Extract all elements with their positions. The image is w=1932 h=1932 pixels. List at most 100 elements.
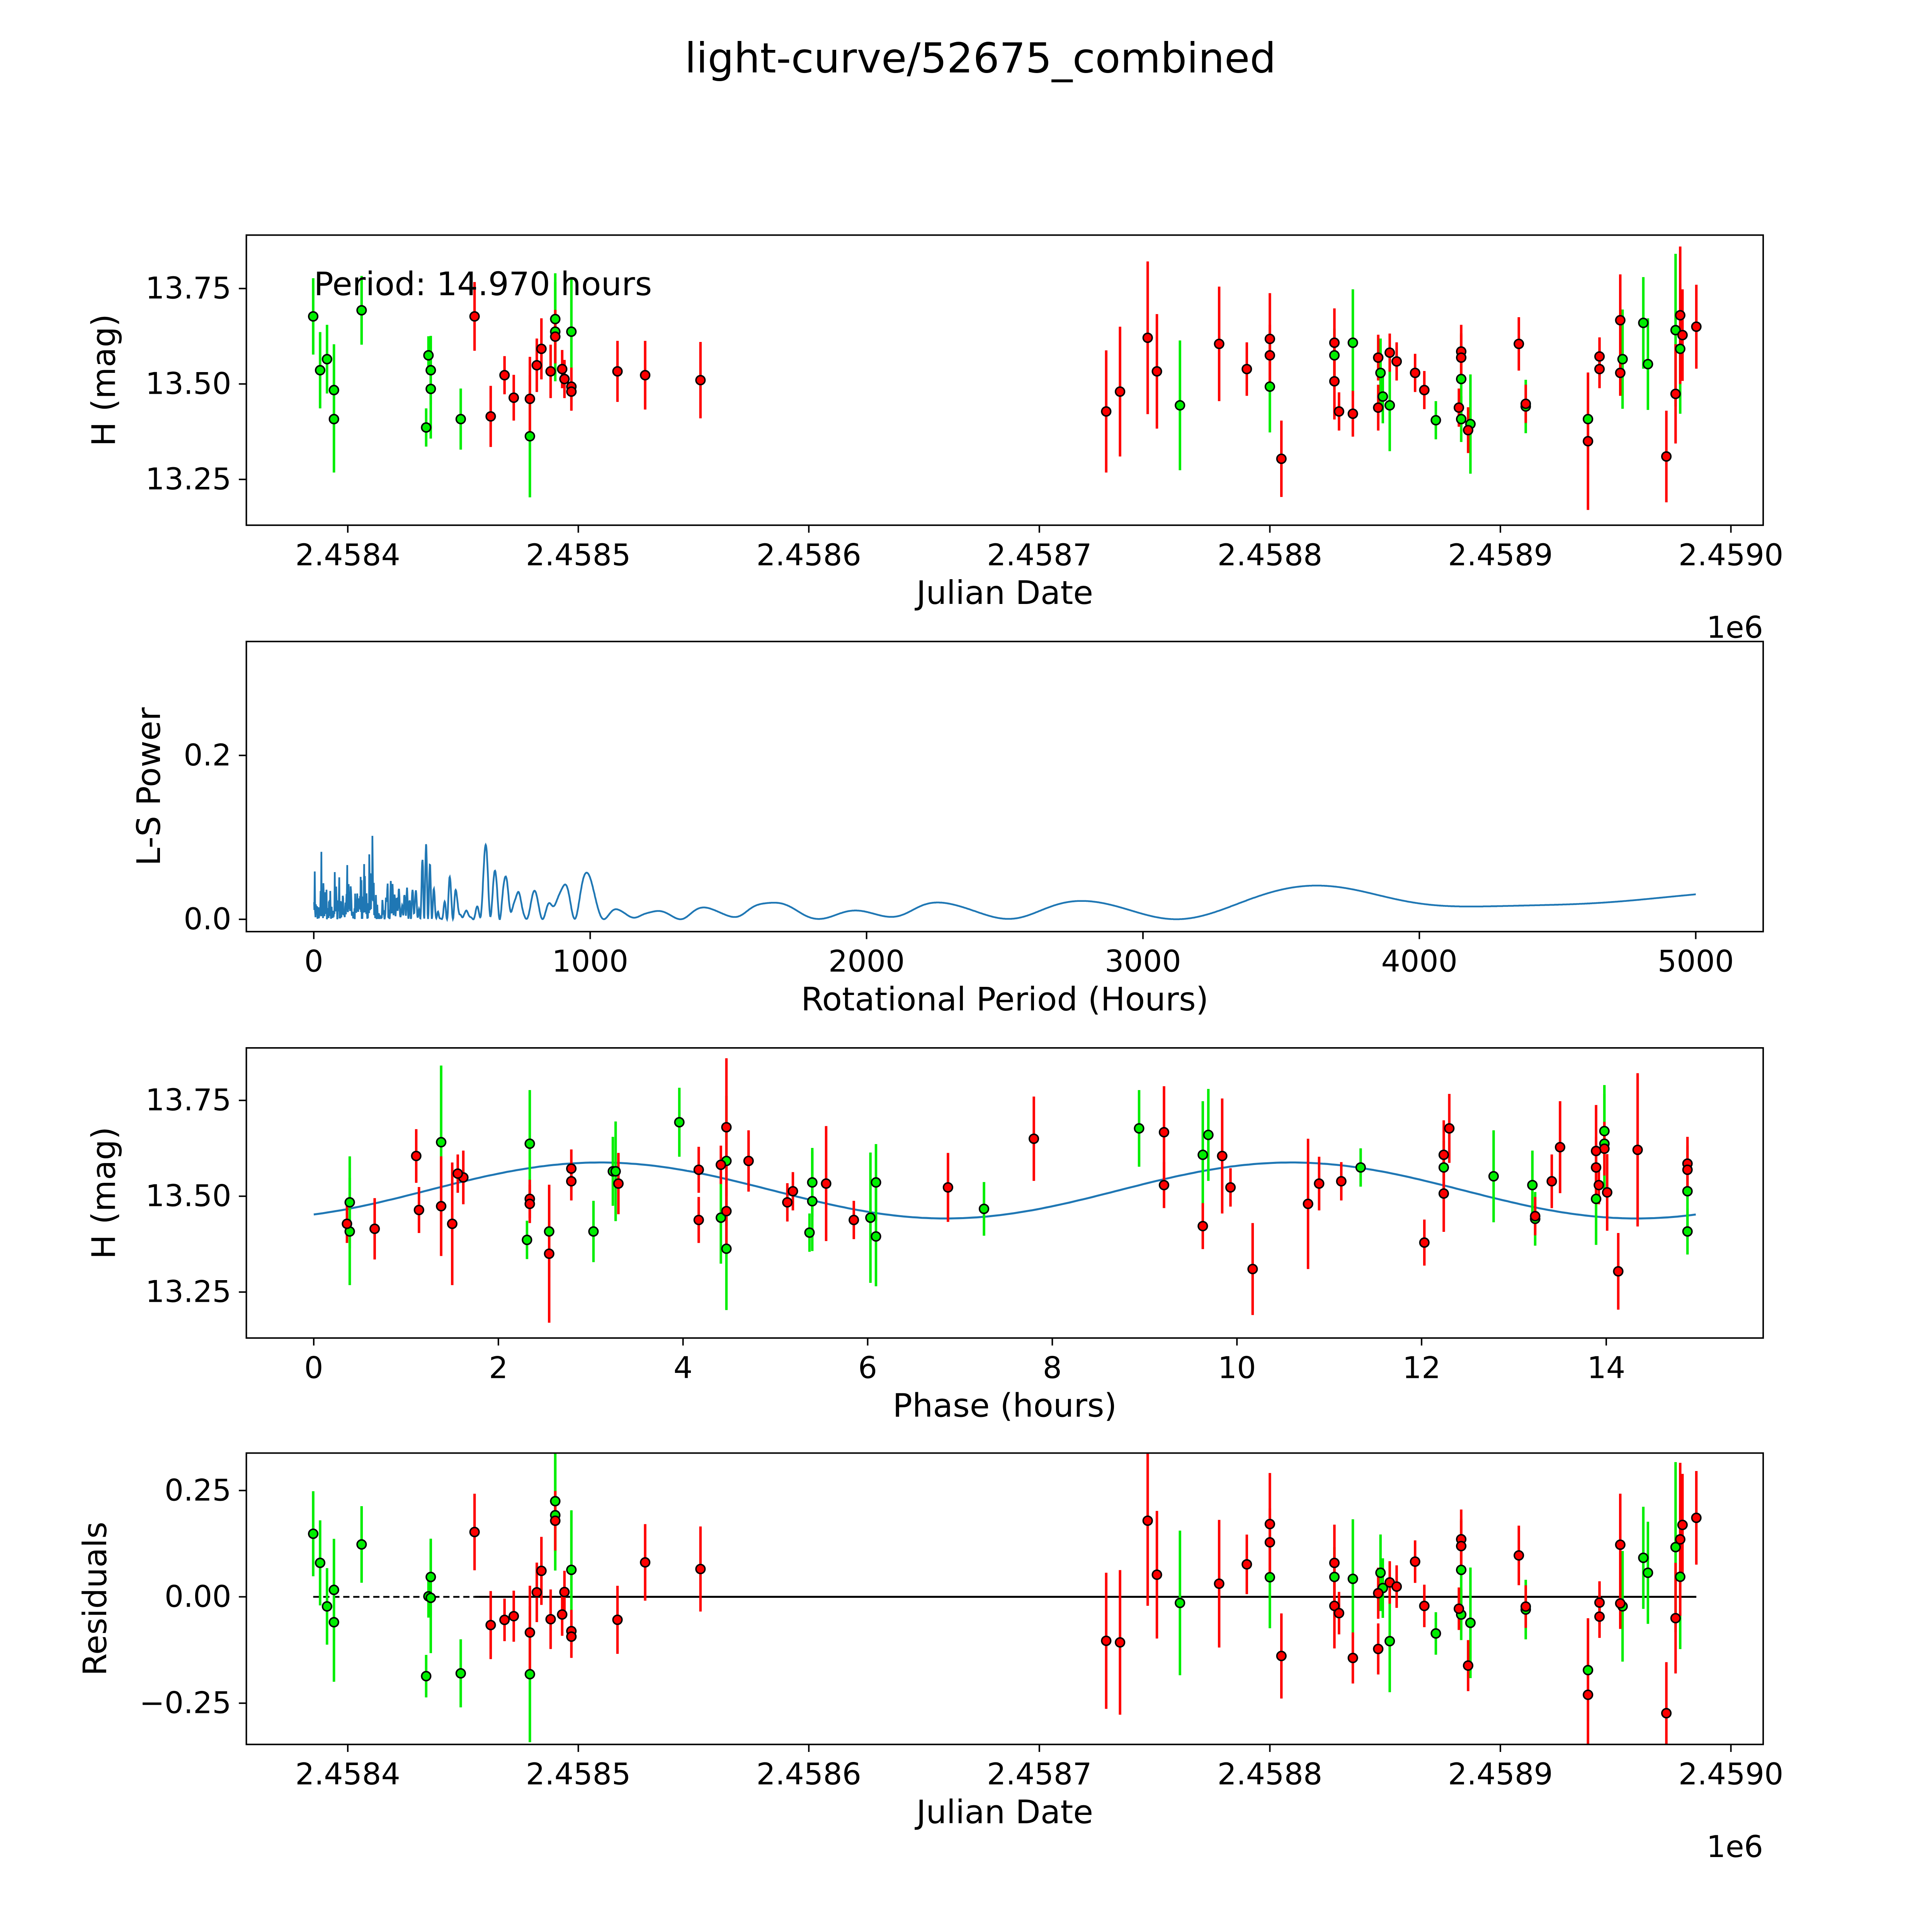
data-point [1520,398,1531,409]
data-point [545,366,556,377]
data-point [1419,1237,1430,1248]
x-tick-label: 2.4584 [295,538,400,573]
data-point [1444,1123,1455,1134]
data-point [1583,1689,1594,1700]
x-tick-label: 2.4589 [1448,538,1553,573]
data-point [550,1515,561,1526]
data-point [1456,352,1467,363]
data-point [421,1671,432,1682]
data-point [1101,1635,1112,1646]
plot-area [308,1453,1702,1745]
data-point [1682,1164,1693,1175]
data-point [640,1557,651,1568]
y-tick-label: 0.2 [184,738,231,773]
data-point [1329,1600,1340,1611]
data-point [559,374,570,384]
data-point [1613,1266,1624,1277]
data-point [865,1212,876,1223]
data-point [321,1601,332,1612]
data-point [612,1614,623,1625]
data-point [1682,1226,1693,1237]
y-axis-label: H (mag) [85,314,123,447]
data-point [1615,1598,1626,1609]
data-point [545,1614,556,1625]
data-point [566,1163,577,1174]
data-point [1677,1519,1688,1531]
data-point [522,1235,532,1245]
data-point [1333,1608,1344,1619]
data-point [1142,332,1153,343]
data-point [356,305,367,316]
panels: 2.4584 2.4585 2.4586 2.4587 2.4588 2.4589 2.45… [76,234,1784,1864]
data-point [328,1585,339,1595]
data-point [1264,350,1275,361]
data-point [1661,451,1672,462]
data-point [1410,1556,1420,1567]
data-point [508,1611,519,1622]
data-point [1591,1162,1602,1173]
x-tick-label: 12 [1403,1350,1441,1385]
x-tick-label: 2.4587 [987,1757,1092,1792]
data-point [1329,1571,1340,1582]
data-point [436,1201,447,1212]
data-point [1134,1123,1145,1134]
data-point [610,1166,621,1177]
data-point [1225,1182,1236,1193]
data-point [743,1155,754,1167]
x-offset-label: 1e6 [1707,1830,1764,1864]
data-point [411,1151,422,1162]
data-point [871,1177,881,1188]
data-point [1303,1199,1313,1209]
x-tick-label: 2.4590 [1679,1757,1784,1792]
data-point [566,1631,577,1642]
data-point [1594,351,1605,362]
data-point [1546,1176,1557,1187]
data-point [342,1218,352,1229]
y-tick-label: 13.50 [145,1179,231,1214]
data-point [1151,1569,1162,1580]
data-point [499,1614,510,1625]
data-point [1463,425,1474,435]
periodogram-line [313,836,1696,922]
data-point [1333,406,1344,417]
x-tick-label: 5000 [1658,944,1734,979]
data-point [1314,1178,1325,1189]
data-point [413,1204,424,1216]
x-axis-label: Rotational Period (Hours) [801,980,1209,1018]
x-tick-label: 14 [1587,1350,1626,1385]
data-point [1217,1151,1228,1162]
data-point [1115,1637,1126,1648]
data-point [356,1539,367,1550]
data-point [588,1226,599,1237]
data-point [1214,1578,1225,1589]
data-point [524,1199,535,1209]
data-point [557,364,568,374]
x-axis-label: Julian Date [915,1793,1094,1831]
data-point [1583,436,1594,447]
data-point [1677,330,1688,340]
x-tick-label: 2.4587 [987,538,1092,573]
data-point [1375,1567,1386,1578]
data-point [421,422,432,433]
data-point [447,1218,457,1229]
data-point [787,1186,798,1197]
x-tick-label: 2.4588 [1218,1757,1323,1792]
data-point [485,411,496,422]
x-tick-label: 4 [673,1350,692,1385]
data-point [716,1159,726,1170]
data-point [1101,406,1112,417]
data-point [1456,374,1467,384]
data-point [1675,1534,1685,1545]
data-point [1375,367,1386,378]
data-point [550,331,561,342]
data-point [1670,388,1681,399]
data-point [782,1197,793,1208]
data-point [1419,384,1430,396]
data-point [524,393,535,404]
data-point [695,1564,706,1575]
data-point [1456,1541,1467,1551]
data-point [308,311,319,322]
data-point [978,1203,990,1214]
data-point [328,384,339,396]
x-tick-label: 2.4585 [526,538,631,573]
